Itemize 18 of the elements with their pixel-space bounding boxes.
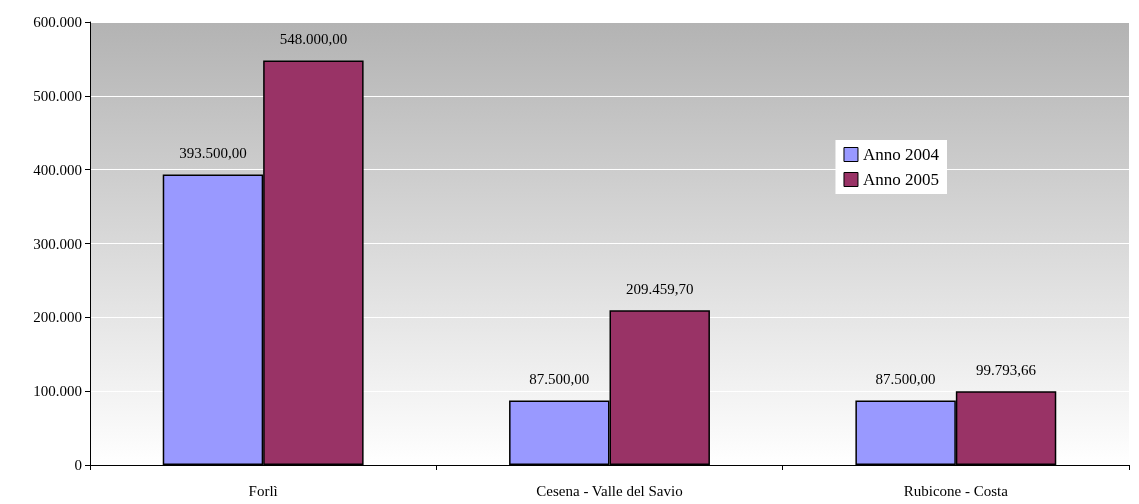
x-tick-label: Cesena - Valle del Savio	[536, 482, 683, 499]
data-label: 99.793,66	[976, 361, 1037, 378]
data-label: 209.459,70	[625, 280, 694, 297]
legend-label: Anno 2004	[862, 145, 940, 164]
x-tick-label: Rubicone - Costa	[903, 482, 1009, 499]
y-tick-label: 0	[74, 457, 82, 473]
y-tick-label: 200.000	[33, 309, 82, 326]
y-tick-label: 500.000	[33, 87, 82, 104]
y-tick-label: 600.000	[33, 14, 82, 30]
data-label: 87.500,00	[875, 370, 936, 387]
x-tick-label: Forlì	[248, 482, 278, 499]
data-label: 548.000,00	[279, 30, 348, 47]
data-label: 393.500,00	[179, 144, 247, 161]
y-tick-label: 400.000	[33, 161, 82, 178]
y-tick-label: 100.000	[33, 383, 82, 400]
legend-label: Anno 2005	[862, 170, 939, 189]
data-label: 87.500,00	[529, 370, 590, 387]
y-tick-label: 300.000	[33, 235, 82, 252]
